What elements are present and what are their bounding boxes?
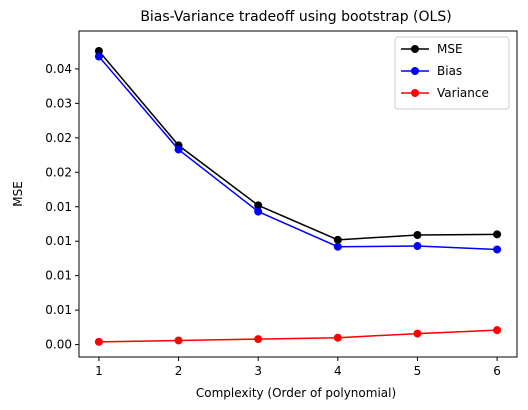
data-point-variance (254, 335, 263, 344)
legend-marker-bias (411, 67, 419, 75)
chart-title: Bias-Variance tradeoff using bootstrap (… (140, 9, 451, 25)
data-point-variance (413, 329, 422, 338)
legend-marker-variance (411, 89, 419, 97)
series-line-variance (98, 329, 498, 343)
y-tick-label: 0.02 (45, 131, 72, 145)
data-point-mse (413, 231, 422, 240)
plot-area (94, 46, 502, 346)
y-tick-label: 0.04 (45, 62, 72, 76)
x-axis: 1 2 3 4 5 6 (95, 357, 501, 378)
legend-label-variance: Variance (437, 86, 489, 100)
data-point-mse (493, 230, 502, 239)
legend-label-mse: MSE (437, 42, 463, 56)
legend-label-bias: Bias (437, 64, 462, 78)
data-point-bias (333, 242, 342, 251)
data-point-variance (333, 333, 342, 342)
data-point-variance (174, 336, 183, 345)
data-point-bias (174, 145, 183, 154)
data-point-mse (333, 235, 342, 244)
x-tick-label: 2 (175, 364, 183, 378)
y-axis: 0.00 0.01 0.01 0.01 0.01 0.02 0.02 0.03 0.04 (45, 62, 79, 352)
legend-box (394, 36, 510, 110)
x-axis-label: Complexity (Order of polynomial) (196, 386, 396, 400)
data-point-variance (94, 337, 103, 346)
y-tick-label: 0.01 (45, 303, 72, 317)
x-tick-label: 3 (254, 364, 262, 378)
data-point-bias (94, 52, 103, 61)
data-point-variance (493, 326, 502, 335)
y-axis-label: MSE (11, 181, 25, 207)
series-line-bias (98, 56, 498, 251)
x-tick-label: 1 (95, 364, 103, 378)
data-point-mse (254, 201, 263, 210)
legend-marker-mse (411, 45, 419, 53)
y-tick-label: 0.01 (45, 234, 72, 248)
x-tick-label: 5 (414, 364, 422, 378)
y-tick-label: 0.01 (45, 200, 72, 214)
y-tick-label: 0.01 (45, 269, 72, 283)
data-point-mse (94, 46, 103, 55)
y-tick-label: 0.02 (45, 165, 72, 179)
x-tick-label: 6 (493, 364, 501, 378)
legend: MSE Bias Variance (394, 36, 510, 110)
series-line-mse (98, 50, 498, 241)
data-point-bias (493, 245, 502, 254)
data-point-bias (254, 207, 263, 216)
plot-frame (78, 30, 518, 358)
y-tick-label: 0.00 (45, 338, 72, 352)
x-tick-label: 4 (334, 364, 342, 378)
y-tick-label: 0.03 (45, 96, 72, 110)
data-point-bias (413, 242, 422, 251)
